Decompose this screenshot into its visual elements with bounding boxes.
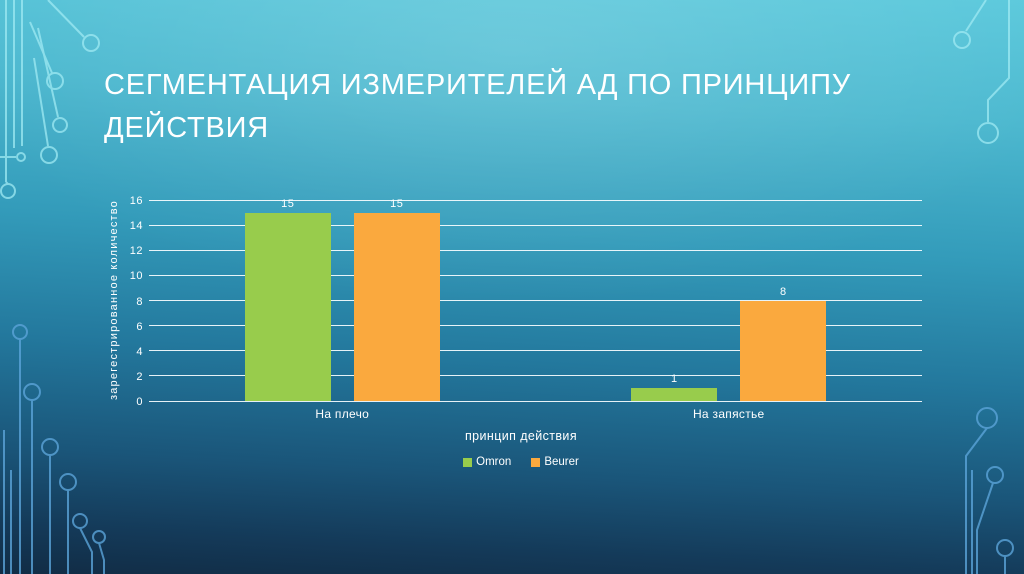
circuit-traces-bottom-left <box>3 324 106 574</box>
bar-value-label: 15 <box>281 197 295 210</box>
legend-item-beurer: Beurer <box>531 456 579 468</box>
gridline-2 <box>149 375 922 377</box>
gridline-0 <box>149 400 922 402</box>
legend-swatch-beurer <box>531 457 541 467</box>
y-tick-label-2: 2 <box>136 370 143 383</box>
bar-value-label: 1 <box>670 373 678 386</box>
slide-title-line-2: ДЕЙСТВИЯ <box>104 112 270 144</box>
slide-title: СЕГМЕНТАЦИЯ ИЗМЕРИТЕЛЕЙ АД ПО ПРИНЦИПУ Д… <box>104 64 984 150</box>
bar-omron-2 <box>631 388 718 401</box>
y-tick-label-16: 16 <box>129 195 143 207</box>
legend-item-omron: Omron <box>463 456 511 468</box>
legend-label-beurer: Beurer <box>544 456 579 468</box>
bar-beurer-1 <box>353 212 440 401</box>
gridline-6 <box>149 325 922 327</box>
bar-value-label: 15 <box>390 197 404 210</box>
bar-value-label: 8 <box>779 285 787 298</box>
chart-legend: Omron Beurer <box>120 456 922 468</box>
plot-area: 0 2 4 6 8 10 12 14 16 15 15 На плечо 1 8 На запястье <box>130 195 922 421</box>
bar-omron-1 <box>244 212 331 401</box>
y-tick-label-4: 4 <box>136 345 143 358</box>
legend-swatch-omron <box>463 457 473 467</box>
gridline-4 <box>149 350 922 352</box>
bar-beurer-2 <box>740 300 827 401</box>
x-category-label-2: На запястье <box>692 407 765 421</box>
y-tick-label-14: 14 <box>129 220 143 233</box>
slide-title-line-1: СЕГМЕНТАЦИЯ ИЗМЕРИТЕЛЕЙ АД ПО ПРИНЦИПУ <box>104 69 851 101</box>
gridline-8 <box>149 300 922 301</box>
x-axis-title: принцип действия <box>465 429 577 443</box>
gridline-10 <box>149 274 922 276</box>
circuit-traces-top-left <box>0 0 100 199</box>
y-tick-label-0: 0 <box>136 396 143 408</box>
gridline-12 <box>149 249 922 251</box>
y-tick-label-10: 10 <box>129 270 143 283</box>
y-tick-label-12: 12 <box>129 245 143 258</box>
x-category-label-1: На плечо <box>315 407 370 421</box>
gridline-14 <box>149 224 922 226</box>
y-tick-label-8: 8 <box>136 295 143 308</box>
gridline-16 <box>149 199 922 201</box>
y-tick-label-6: 6 <box>136 320 143 333</box>
legend-label-omron: Omron <box>476 456 512 468</box>
circuit-traces-bottom-right <box>965 407 1014 574</box>
